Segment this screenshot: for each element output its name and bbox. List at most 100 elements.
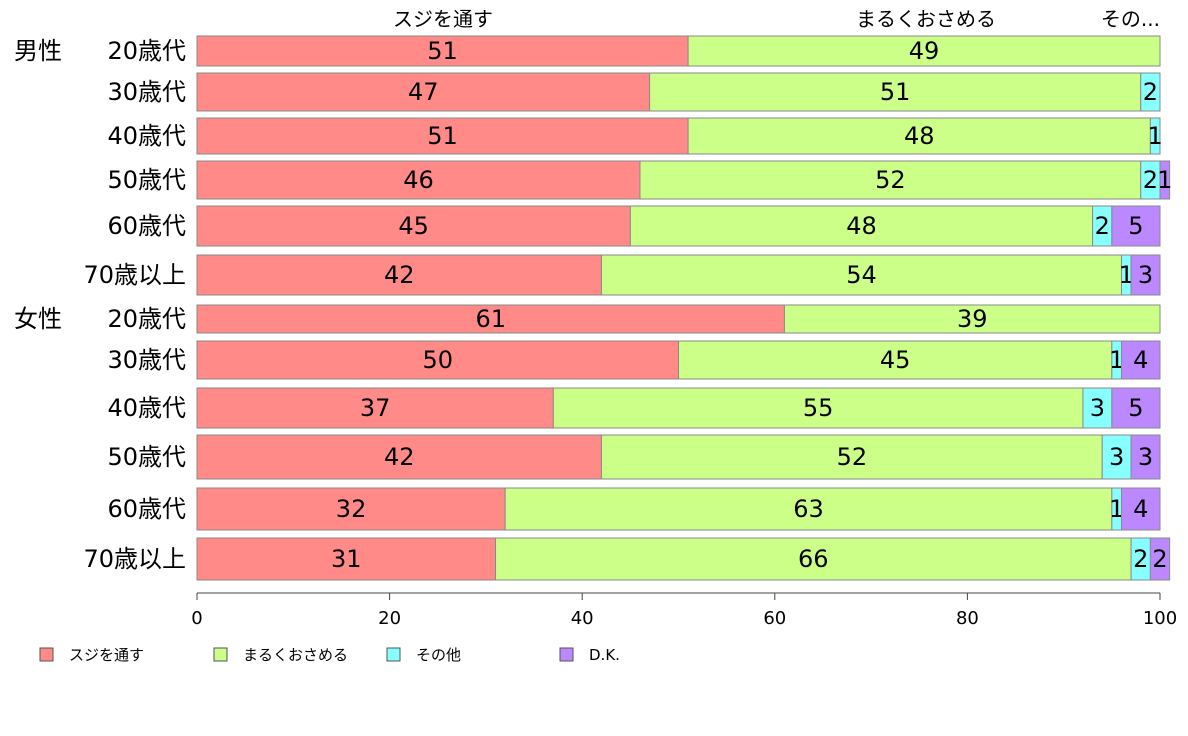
bar-value-label: 51 (427, 122, 458, 150)
row-label: 70歳以上 (83, 545, 186, 573)
bar-value-label: 4 (1133, 495, 1148, 523)
bar-segment (600, 434, 1103, 480)
bar-value-label: 55 (803, 394, 834, 422)
bar-value-label: 3 (1090, 394, 1105, 422)
bar-value-label: 61 (475, 305, 506, 333)
bar-value-label: 1 (1109, 495, 1124, 523)
bar-value-label: 2 (1095, 212, 1110, 240)
bar-segment (649, 72, 1142, 112)
series-header-label: その... (1101, 7, 1160, 31)
bar-segment (687, 35, 1161, 67)
bar-segment (1130, 434, 1161, 480)
bar-value-label: 5 (1128, 394, 1143, 422)
x-tick-label: 0 (191, 608, 202, 629)
series-header-label: まるくおさめる (856, 7, 996, 31)
row-label: 40歳代 (107, 122, 186, 150)
bar-segment (629, 205, 1094, 247)
legend: スジを通す まるくおさめる その他 D.K. (39, 646, 620, 664)
bar-value-label: 54 (846, 261, 877, 289)
bar-value-label: 32 (336, 495, 367, 523)
bar-segment (1149, 117, 1161, 155)
bar-value-label: 3 (1138, 261, 1153, 289)
row-label: 20歳代 (107, 305, 186, 333)
bar-segment (196, 160, 641, 200)
bar-segment (1111, 387, 1161, 429)
bar-value-label: 39 (957, 305, 988, 333)
bar-segment (783, 304, 1161, 334)
legend-swatch (559, 647, 574, 662)
bar-segment (196, 72, 651, 112)
bar-segment (1159, 160, 1171, 200)
bar-segment (495, 537, 1132, 581)
bar-segment (196, 487, 506, 531)
bar-value-label: 50 (422, 346, 453, 374)
bar-segment (639, 160, 1142, 200)
row-label: 60歳代 (107, 495, 186, 523)
bar-value-label: 52 (875, 166, 906, 194)
bar-value-label: 2 (1143, 78, 1158, 106)
x-tick-label: 80 (956, 608, 979, 629)
bar-segment (1120, 487, 1161, 531)
row-label: 50歳代 (107, 166, 186, 194)
group-label: 男性 (14, 37, 62, 65)
bar-value-label: 45 (880, 346, 911, 374)
bar-segment (1101, 434, 1132, 480)
bar-segment (1111, 205, 1161, 247)
bar-value-label: 48 (846, 212, 877, 240)
x-tick-label: 60 (763, 608, 786, 629)
bar-value-label: 51 (880, 78, 911, 106)
bar-segment (504, 487, 1113, 531)
bar-segment (196, 205, 631, 247)
series-header-label: スジを通す (393, 7, 493, 31)
legend-label: その他 (416, 646, 461, 664)
bar-segment (196, 35, 689, 67)
bar-segment (1149, 537, 1171, 581)
row-label: 50歳代 (107, 443, 186, 471)
top-labels: スジを通す まるくおさめる その... (393, 7, 1160, 31)
bar-segment (196, 304, 785, 334)
bar-value-label: 1 (1148, 122, 1163, 150)
bar-value-label: 45 (398, 212, 429, 240)
bar-segment (196, 387, 554, 429)
bar-segment (687, 117, 1151, 155)
bar-segment (600, 254, 1122, 296)
row-label: 40歳代 (107, 394, 186, 422)
bar-segment (196, 537, 497, 581)
legend-label: まるくおさめる (243, 646, 348, 664)
x-tick-label: 40 (571, 608, 594, 629)
bar-value-label: 2 (1133, 545, 1148, 573)
legend-swatch (39, 647, 54, 662)
bar-value-label: 4 (1133, 346, 1148, 374)
bar-value-label: 1 (1119, 261, 1134, 289)
bar-value-label: 1 (1157, 166, 1172, 194)
bar-value-label: 48 (904, 122, 935, 150)
bar-value-label: 5 (1128, 212, 1143, 240)
legend-swatch (386, 647, 401, 662)
bar-value-label: 3 (1138, 443, 1153, 471)
bar-value-label: 66 (798, 545, 829, 573)
bar-value-label: 1 (1109, 346, 1124, 374)
bar-value-label: 46 (403, 166, 434, 194)
row-label: 30歳代 (107, 346, 186, 374)
x-tick-label: 20 (378, 608, 401, 629)
x-tick-label: 100 (1143, 608, 1177, 629)
legend-swatch (213, 647, 228, 662)
legend-label: D.K. (589, 646, 620, 664)
row-labels: 20歳代 30歳代 40歳代 50歳代 60歳代 70歳以上 20歳代 30歳代 40歳代 50歳… (14, 37, 186, 573)
x-axis: 0 20 40 60 80 100 (191, 592, 1177, 629)
group-label: 女性 (14, 305, 62, 333)
bar-value-label: 3 (1109, 443, 1124, 471)
bar-value-label: 63 (793, 495, 824, 523)
bar-segment (196, 340, 679, 380)
bar-value-label: 42 (384, 261, 415, 289)
legend-label: スジを通す (69, 646, 144, 664)
bar-value-label: 52 (837, 443, 868, 471)
bar-segment (196, 434, 602, 480)
bar-value-label: 47 (408, 78, 439, 106)
row-label: 70歳以上 (83, 261, 186, 289)
bar-segment (1130, 254, 1161, 296)
bar-value-label: 49 (909, 37, 940, 65)
row-label: 20歳代 (107, 37, 186, 65)
bar-value-label: 2 (1143, 166, 1158, 194)
